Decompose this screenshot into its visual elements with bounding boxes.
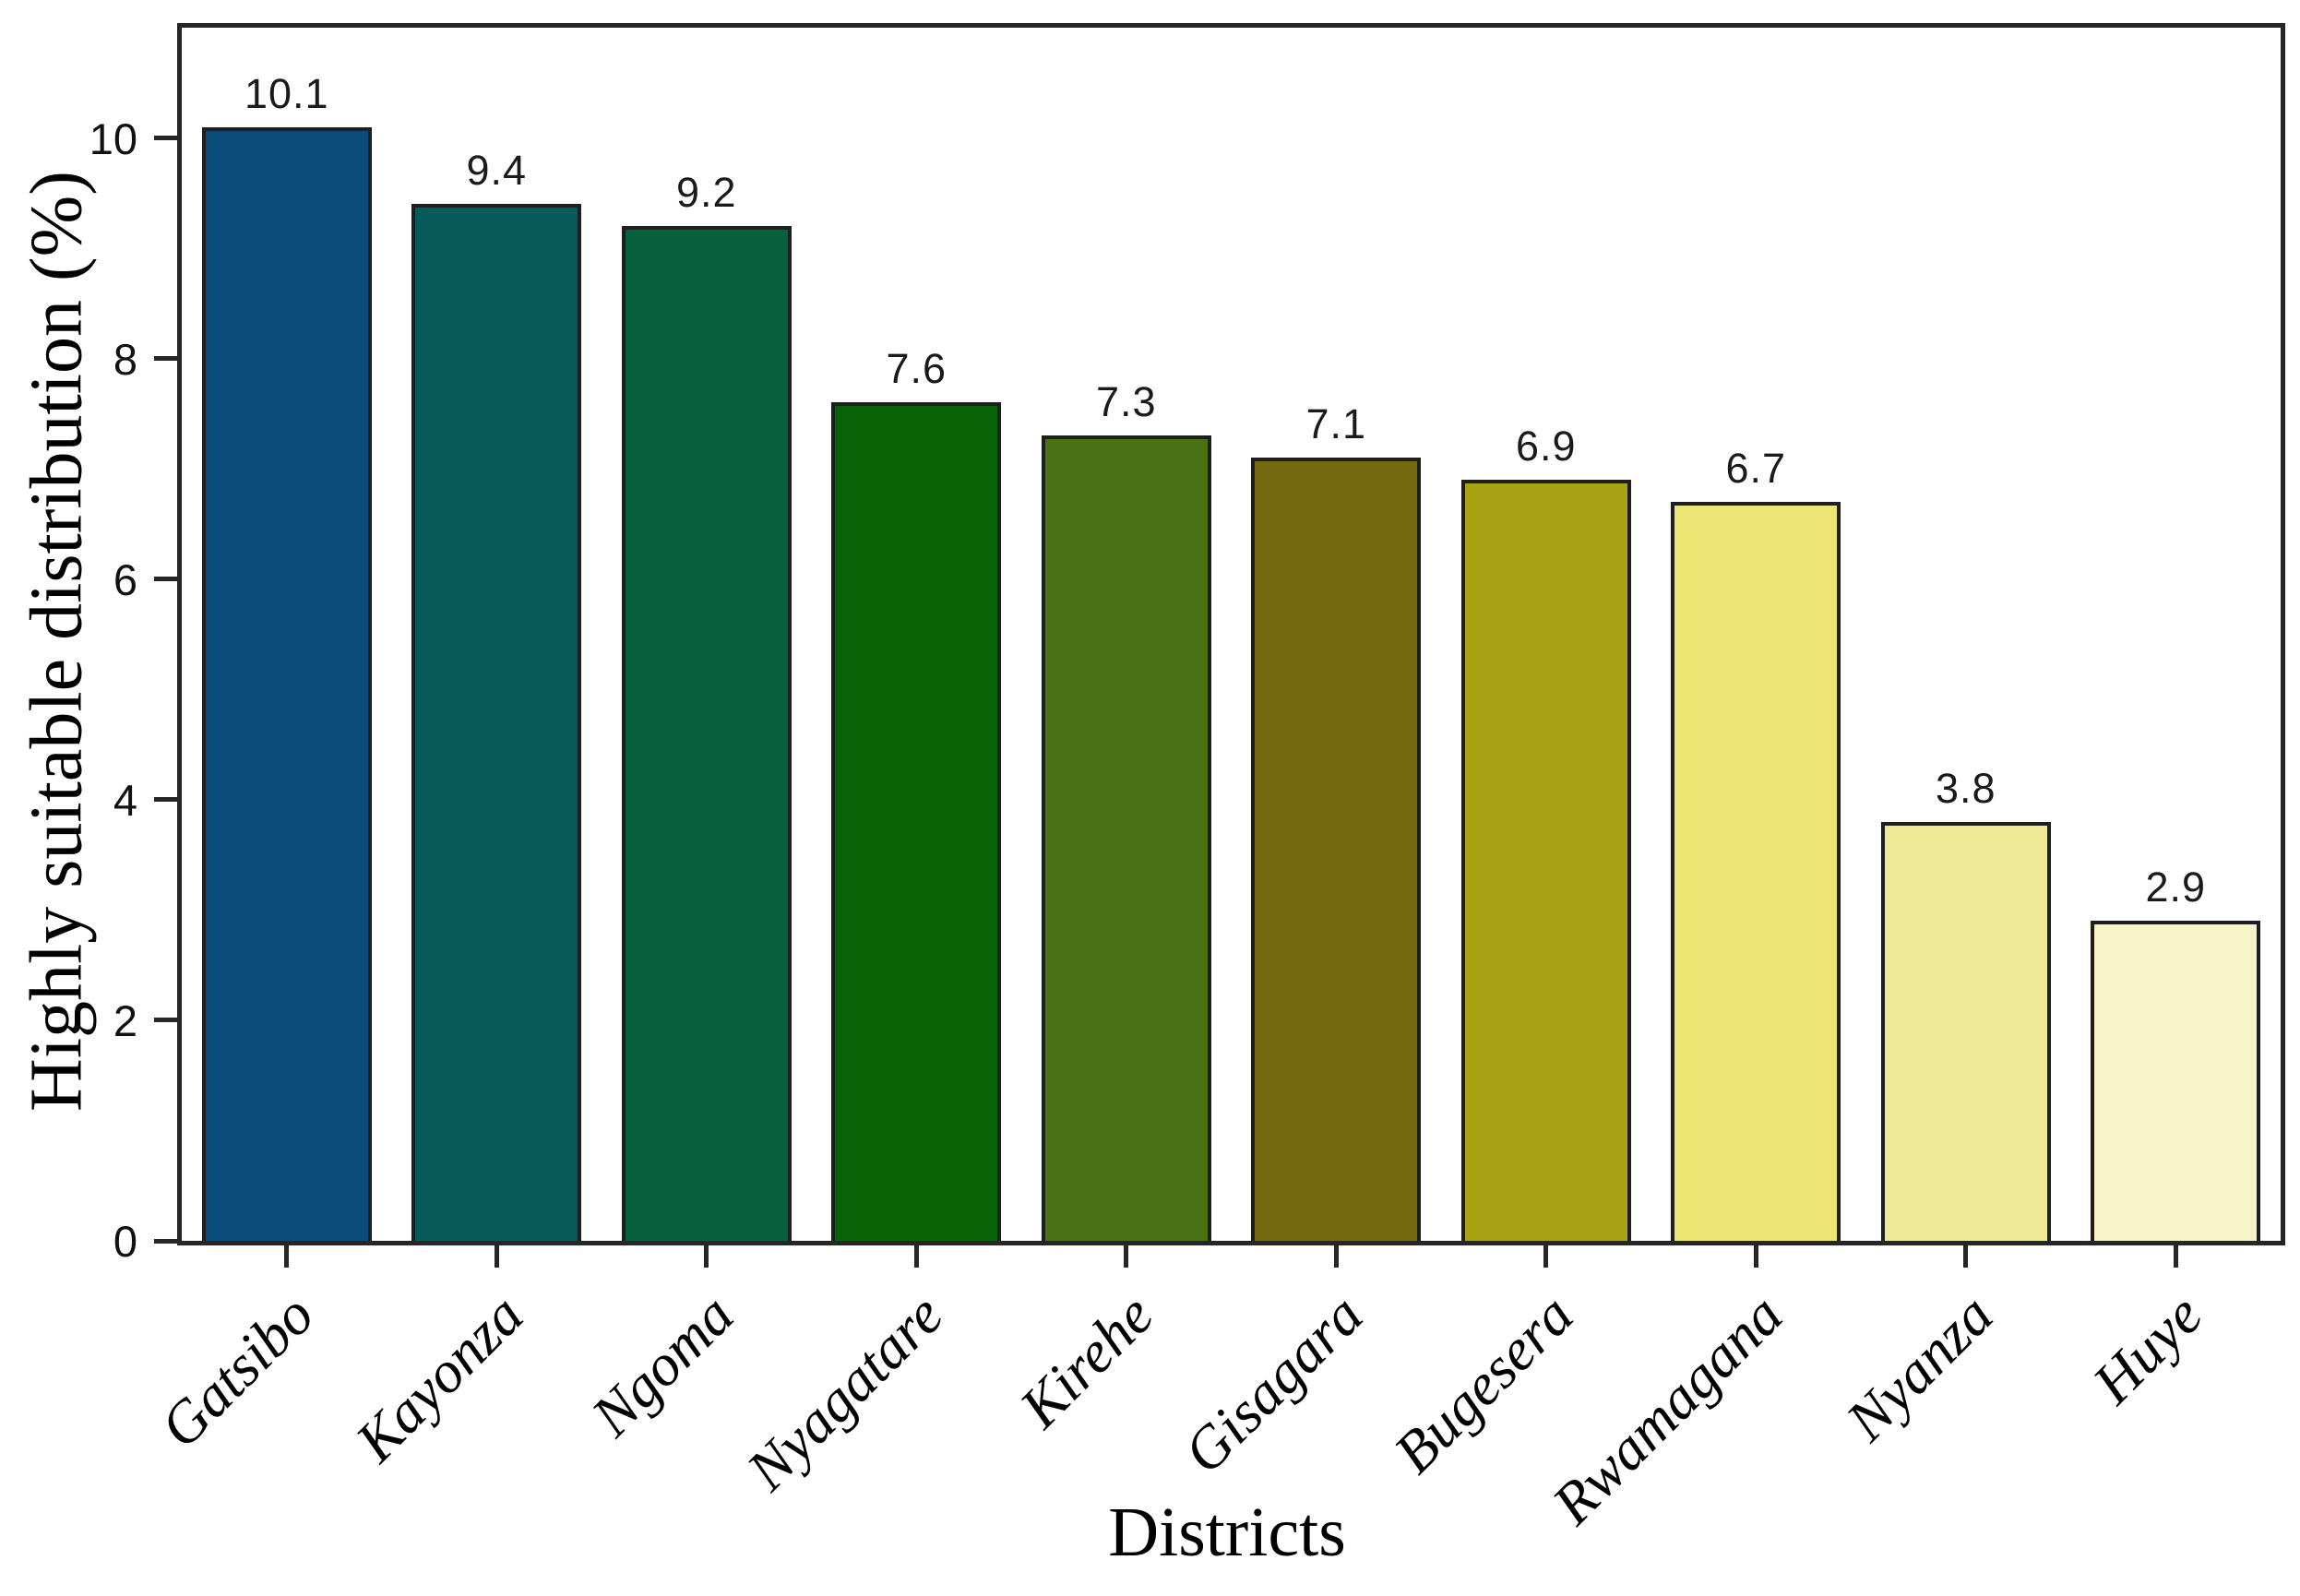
bar-slot-kayonza: 9.4	[392, 28, 602, 1241]
x-axis-title: Districts	[1108, 1494, 1346, 1571]
bar-kirehe: 7.3	[1041, 378, 1211, 1241]
y-tick-mark	[154, 577, 178, 582]
y-tick-label: 0	[113, 1217, 137, 1266]
y-tick-label: 8	[113, 334, 137, 384]
y-tick-mark	[154, 136, 178, 141]
bar-bugesera: 6.9	[1460, 423, 1631, 1241]
x-tick-label-bugesera: Bugesera	[1381, 1281, 1586, 1486]
bar-value-label: 7.6	[886, 345, 947, 393]
x-tick-mark	[494, 1245, 499, 1268]
bar-nyagatare: 7.6	[831, 345, 1002, 1241]
x-tick-mark	[1124, 1245, 1129, 1268]
x-tick-mark	[2173, 1245, 2178, 1268]
bar-value-label: 3.8	[1935, 764, 1996, 812]
x-tick-label-huye: Huye	[2080, 1281, 2215, 1416]
x-tick-mark	[913, 1245, 919, 1268]
y-axis-title: Highly suitable distribution (%)	[16, 171, 98, 1112]
x-tick-mark	[1543, 1245, 1549, 1268]
y-tick-label: 2	[113, 995, 137, 1045]
plot-area: 10.1 9.4 9.2 7.6 7.3 7.1 6.9 6.7 3.8 2.9 0 2 4 6 8 10	[89, 23, 2285, 1268]
bar-rwamagana: 6.7	[1671, 445, 1841, 1241]
bar-value-label: 7.3	[1095, 378, 1157, 426]
bar-slot-rwamagana: 6.7	[1651, 28, 1862, 1241]
bar-nyanza: 3.8	[1880, 765, 2051, 1241]
bar-kayonza: 9.4	[411, 147, 582, 1241]
x-tick-label-kirehe: Kirehe	[1007, 1281, 1166, 1440]
x-tick-label-gisagara: Gisagara	[1171, 1281, 1376, 1486]
bar-slot-ngoma: 9.2	[602, 28, 812, 1241]
bar-gisagara: 7.1	[1251, 400, 1422, 1241]
x-tick-label-nyanza: Nyanza	[1833, 1281, 2006, 1454]
bar-slot-gatsibo: 10.1	[182, 28, 392, 1241]
y-tick-mark	[154, 797, 178, 803]
bar-slot-bugesera: 6.9	[1441, 28, 1651, 1241]
bar-huye: 2.9	[2091, 864, 2261, 1241]
x-tick-mark	[1963, 1245, 1969, 1268]
y-tick-mark	[154, 1238, 178, 1244]
y-tick-mark	[154, 1018, 178, 1023]
bar-slot-nyagatare: 7.6	[812, 28, 1022, 1241]
y-tick-label: 6	[113, 554, 137, 604]
y-tick-label: 10	[89, 113, 137, 163]
x-tick-label-kayonza: Kayonza	[343, 1281, 536, 1474]
bar-ngoma: 9.2	[621, 169, 792, 1241]
bar-value-label: 6.9	[1515, 423, 1577, 470]
bar-value-label: 6.7	[1725, 445, 1787, 493]
bar-value-label: 10.1	[244, 69, 329, 117]
bar-value-label: 2.9	[2145, 864, 2207, 911]
bar-slot-nyanza: 3.8	[1861, 28, 2071, 1241]
bar-slot-kirehe: 7.3	[1021, 28, 1232, 1241]
bar-value-label: 9.2	[675, 169, 737, 217]
bar-slot-gisagara: 7.1	[1232, 28, 1442, 1241]
y-tick-label: 4	[113, 775, 137, 825]
bar-slot-huye: 2.9	[2071, 28, 2282, 1241]
x-tick-mark	[284, 1245, 290, 1268]
bar-gatsibo: 10.1	[201, 70, 372, 1241]
x-tick-mark	[1333, 1245, 1339, 1268]
x-tick-mark	[1753, 1245, 1758, 1268]
bars-row: 10.1 9.4 9.2 7.6 7.3 7.1 6.9 6.7 3.8 2.9	[182, 28, 2281, 1241]
x-tick-mark	[704, 1245, 709, 1268]
y-tick-mark	[154, 356, 178, 362]
x-tick-label-nyagatare: Nyagatare	[734, 1281, 956, 1503]
bar-value-label: 7.1	[1305, 400, 1367, 448]
bar-value-label: 9.4	[466, 147, 528, 195]
x-tick-label-gatsibo: Gatsibo	[147, 1281, 327, 1460]
x-tick-label-ngoma: Ngoma	[578, 1281, 746, 1449]
